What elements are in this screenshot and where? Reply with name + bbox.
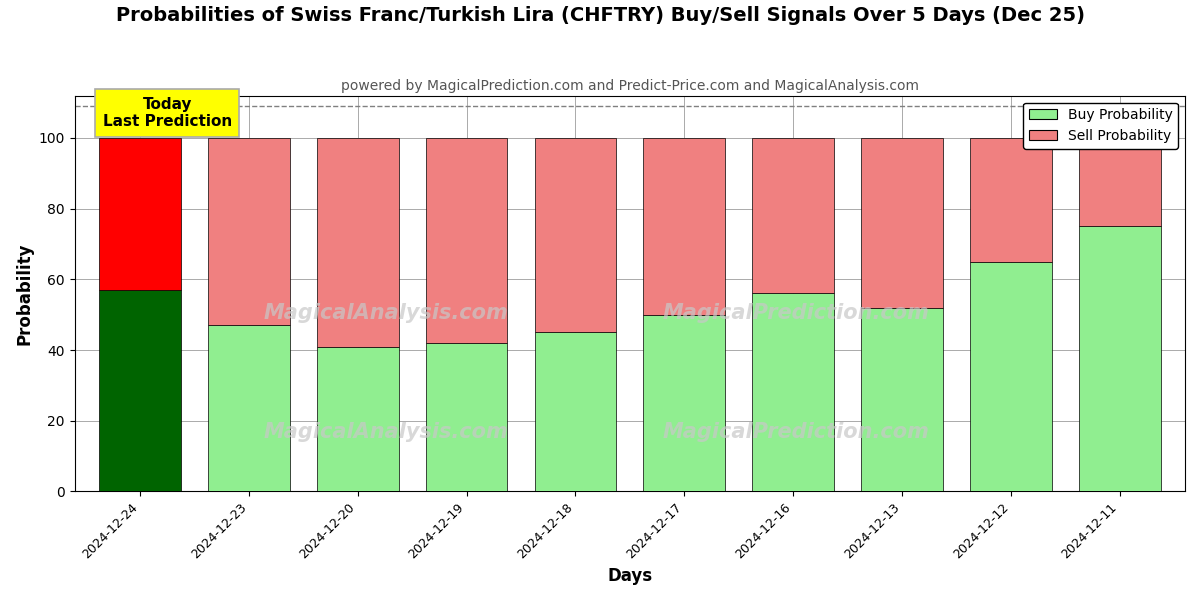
Bar (970, 262, 1051, 491)
Text: MagicalPrediction.com: MagicalPrediction.com (662, 303, 930, 323)
Bar (534, 138, 617, 332)
Bar (752, 293, 834, 491)
Bar (534, 332, 617, 491)
Bar (208, 325, 289, 491)
Y-axis label: Probability: Probability (16, 242, 34, 345)
Bar (752, 138, 834, 293)
Bar (970, 138, 1051, 262)
Bar (100, 290, 181, 491)
Bar (643, 315, 725, 491)
Bar (1079, 226, 1160, 491)
Text: MagicalPrediction.com: MagicalPrediction.com (662, 422, 930, 442)
Bar (426, 343, 508, 491)
Text: Probabilities of Swiss Franc/Turkish Lira (CHFTRY) Buy/Sell Signals Over 5 Days : Probabilities of Swiss Franc/Turkish Lir… (115, 6, 1085, 25)
Bar (100, 138, 181, 290)
Text: MagicalAnalysis.com: MagicalAnalysis.com (263, 422, 508, 442)
Bar (317, 347, 398, 491)
Bar (862, 138, 943, 308)
X-axis label: Days: Days (607, 567, 653, 585)
Bar (862, 308, 943, 491)
Bar (317, 138, 398, 347)
Text: MagicalAnalysis.com: MagicalAnalysis.com (263, 303, 508, 323)
Bar (643, 138, 725, 315)
Bar (208, 138, 289, 325)
Bar (1079, 138, 1160, 226)
Title: powered by MagicalPrediction.com and Predict-Price.com and MagicalAnalysis.com: powered by MagicalPrediction.com and Pre… (341, 79, 919, 93)
Bar (426, 138, 508, 343)
Legend: Buy Probability, Sell Probability: Buy Probability, Sell Probability (1024, 103, 1178, 149)
Text: Today
Last Prediction: Today Last Prediction (102, 97, 232, 130)
